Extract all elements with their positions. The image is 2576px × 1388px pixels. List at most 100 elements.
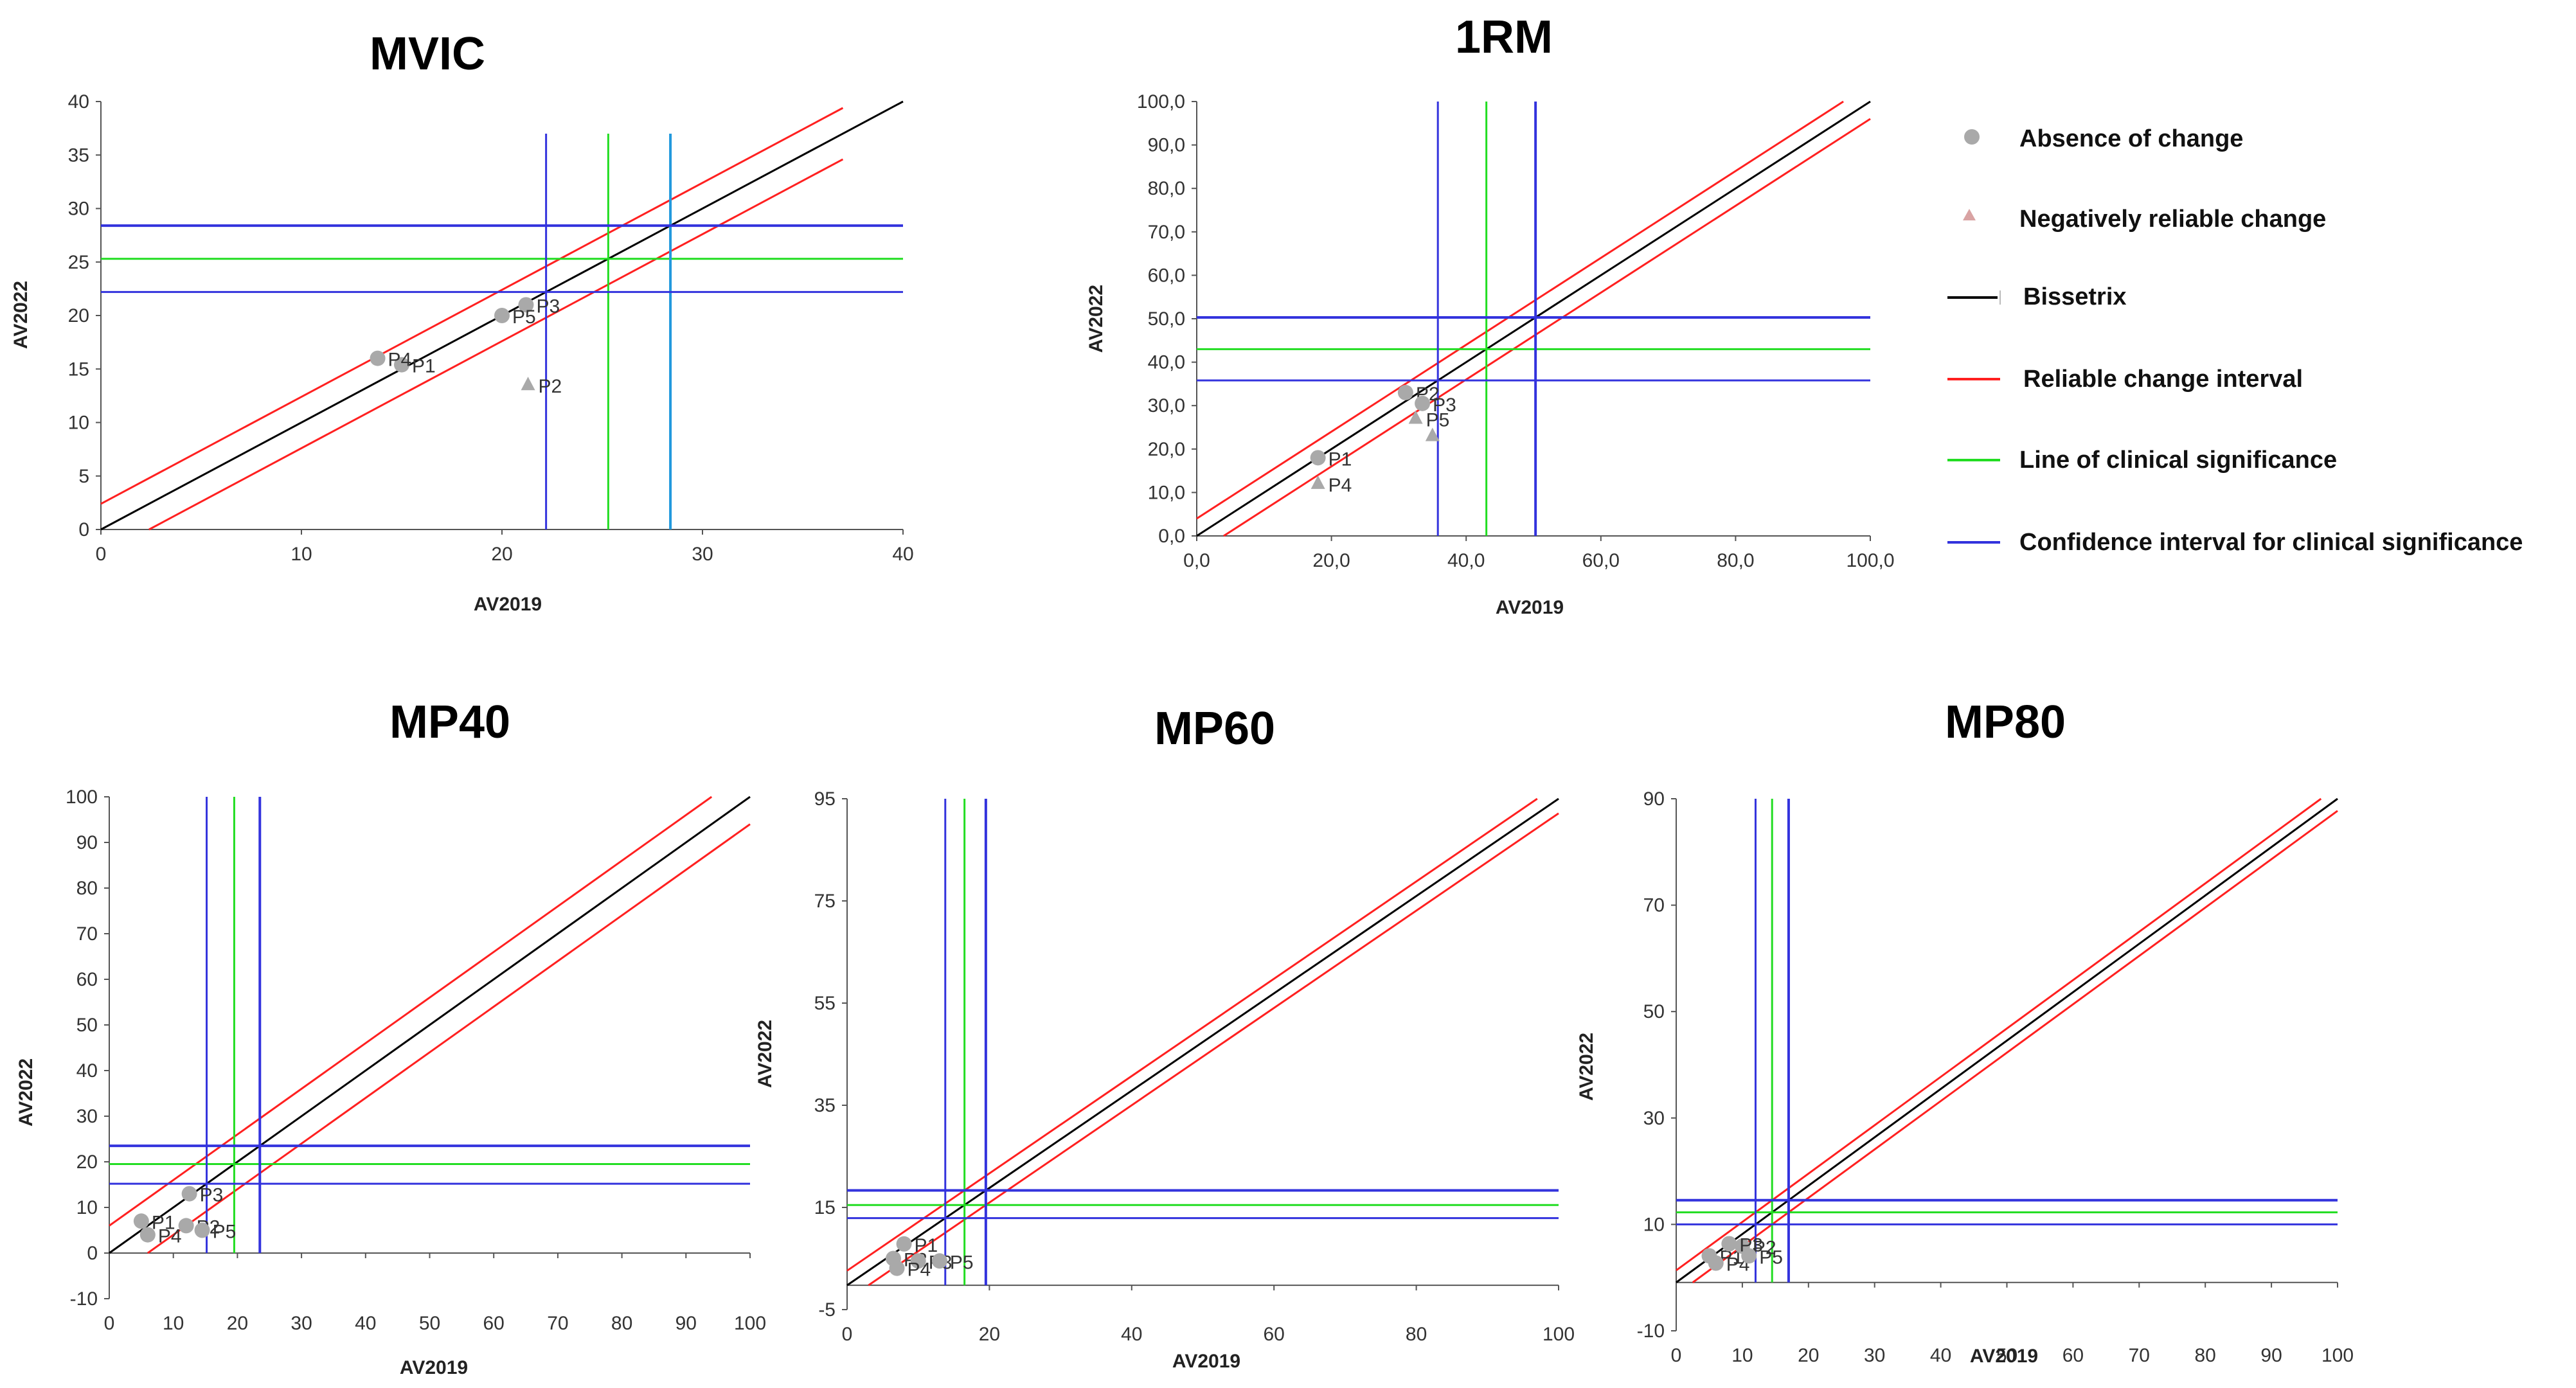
- x-tick-label: 80: [611, 1313, 632, 1334]
- 1rm-plot: 0,0 20,0 40,0 60,0 80,0 100,0 0,0 10,0 20,0 30,0 4…: [1086, 91, 1895, 618]
- x-axis-label: AV2019: [474, 594, 542, 615]
- mp80-title: MP80: [1945, 697, 2066, 748]
- point-label: P3: [1433, 395, 1456, 416]
- circle-point: [1721, 1236, 1737, 1252]
- legend-item-bissetrix: Bissetrix: [1947, 283, 2127, 310]
- x-axis-label: AV2019: [1496, 597, 1564, 618]
- x-axis-label: AV2019: [1172, 1351, 1240, 1372]
- y-tick-label: 80: [76, 878, 98, 899]
- x-tick-label: 40: [892, 544, 913, 565]
- x-tick-label: 80,0: [1717, 550, 1754, 571]
- x-tick-label: 0: [1671, 1345, 1682, 1366]
- legend-item-absence: Absence of change: [1964, 125, 2243, 152]
- reliable-lower-line: [147, 823, 751, 1254]
- y-tick-label: 30: [1643, 1108, 1665, 1129]
- reliable-upper-line: [1676, 797, 2322, 1272]
- circle-point: [494, 308, 510, 323]
- x-tick-label: 10: [163, 1313, 184, 1334]
- circle-point: [133, 1213, 149, 1229]
- y-tick-label: 10,0: [1148, 482, 1185, 503]
- x-tick-label: 50: [419, 1313, 440, 1334]
- mp60-plot: 020406080100-51535557595AV2019AV2022P1P2…: [755, 788, 1575, 1372]
- point-label: P4: [907, 1259, 931, 1281]
- y-tick-label: 100,0: [1137, 91, 1185, 112]
- mvic-plot: 0 10 20 30 400510152025303540AV2019AV2022P1P…: [10, 91, 914, 615]
- y-tick-label: 90: [1643, 788, 1665, 810]
- y-tick-label: 40: [68, 91, 89, 112]
- mp40-title: MP40: [389, 697, 510, 748]
- x-axis-label: AV2019: [400, 1357, 468, 1378]
- y-tick-label: 0,0: [1158, 526, 1185, 547]
- point-label: P1: [412, 356, 436, 377]
- y-tick-label: 30: [68, 199, 89, 220]
- legend-label-negative: Negatively reliable change: [2019, 206, 2326, 233]
- y-axis-label: AV2022: [10, 281, 31, 349]
- bissetrix-line: [846, 797, 1559, 1286]
- y-tick-label: 70: [76, 923, 98, 945]
- legend-item-confidence: Confidence interval for clinical signifi…: [1947, 529, 2523, 556]
- y-tick-label: 40: [76, 1060, 98, 1081]
- x-tick-label: 30: [291, 1313, 312, 1334]
- x-tick-label: 100: [734, 1313, 766, 1334]
- reliable-lower-line: [148, 158, 844, 531]
- x-tick-label: 60: [483, 1313, 505, 1334]
- reliable-lower-line: [1692, 810, 2338, 1283]
- point-label: P3: [200, 1185, 224, 1206]
- circle-point: [931, 1253, 947, 1269]
- x-tick-label: 0,0: [1183, 550, 1210, 571]
- bissetrix-line: [1676, 797, 2338, 1283]
- legend-item-negative: Negatively reliable change: [1963, 206, 2326, 233]
- y-tick-label: 90,0: [1148, 135, 1185, 156]
- y-tick-label: 0: [87, 1243, 98, 1264]
- reliable-lower-line: [868, 812, 1559, 1286]
- triangle-point: [1425, 427, 1440, 441]
- y-tick-label: -10: [1637, 1321, 1665, 1342]
- bissetrix-line: [1196, 100, 1871, 537]
- y-tick-label: 15: [814, 1197, 836, 1218]
- x-tick-label: 40,0: [1447, 550, 1485, 571]
- legend-item-reliable: Reliable change interval: [1947, 366, 2303, 393]
- x-tick-label: 40: [1121, 1324, 1142, 1345]
- triangle-point: [1408, 410, 1423, 424]
- point-label: P1: [1328, 449, 1352, 470]
- y-axis-label: AV2022: [755, 1020, 776, 1088]
- y-tick-label: 95: [814, 788, 836, 810]
- y-tick-label: 40,0: [1148, 352, 1185, 373]
- x-tick-label: 0: [104, 1313, 115, 1334]
- circle-point: [139, 1227, 156, 1243]
- panel-mp80: MP80 0 10 20 30 40 50 60 70 80 90 100 -10 10 30 50 70 90…: [1576, 697, 2354, 1367]
- mp60-title: MP60: [1154, 703, 1275, 754]
- x-tick-label: 20: [979, 1324, 1000, 1345]
- circle-point: [1741, 1248, 1757, 1264]
- circle-point: [889, 1260, 905, 1276]
- legend-label-reliable: Reliable change interval: [2023, 366, 2303, 393]
- mp40-plot: 0 10 20 30 40 50 60 70 80 90 100 -10 0 10 20 30 40 50 60 70…: [15, 787, 766, 1378]
- x-tick-label: 90: [2260, 1345, 2282, 1366]
- legend-item-clinical: Line of clinical significance: [1947, 447, 2337, 474]
- y-tick-label: 30: [76, 1106, 98, 1127]
- mp80-plot: 0 10 20 30 40 50 60 70 80 90 100 -10 10 30 50 70 90 AV201…: [1576, 788, 2354, 1367]
- panel-1rm: 1RM 0,0 20,0 40,0 60,0 80,0 100,0 0,0 10,0 20,0 3…: [1086, 12, 1895, 618]
- circle-point: [896, 1236, 912, 1252]
- y-tick-label: 20: [68, 305, 89, 326]
- legend-label-bissetrix: Bissetrix: [2023, 283, 2127, 310]
- legend-triangle-marker: [1963, 209, 1976, 220]
- y-tick-label: 20,0: [1148, 439, 1185, 460]
- point-label: P5: [512, 307, 536, 328]
- reliable-upper-line: [100, 107, 844, 505]
- point-label: P1: [152, 1212, 175, 1233]
- y-tick-label: 10: [68, 413, 89, 434]
- y-tick-label: 50: [1643, 1001, 1665, 1022]
- x-tick-label: 20: [491, 544, 512, 565]
- x-tick-label: 10: [291, 544, 312, 565]
- x-tick-label: 90: [675, 1313, 697, 1334]
- y-tick-label: 35: [814, 1095, 836, 1116]
- x-tick-label: 100,0: [1846, 550, 1894, 571]
- circle-point: [518, 297, 534, 313]
- panel-mvic: MVIC 0 10 20 30 40 0 5 10 15 20 25 30 35 40 AV2019 AV20…: [10, 28, 914, 615]
- x-tick-label: 70: [2129, 1345, 2150, 1366]
- legend: Absence of change Negatively reliable ch…: [1947, 125, 2523, 556]
- x-tick-label: 20: [227, 1313, 248, 1334]
- y-tick-label: 60,0: [1148, 265, 1185, 286]
- x-tick-label: 30: [1864, 1345, 1885, 1366]
